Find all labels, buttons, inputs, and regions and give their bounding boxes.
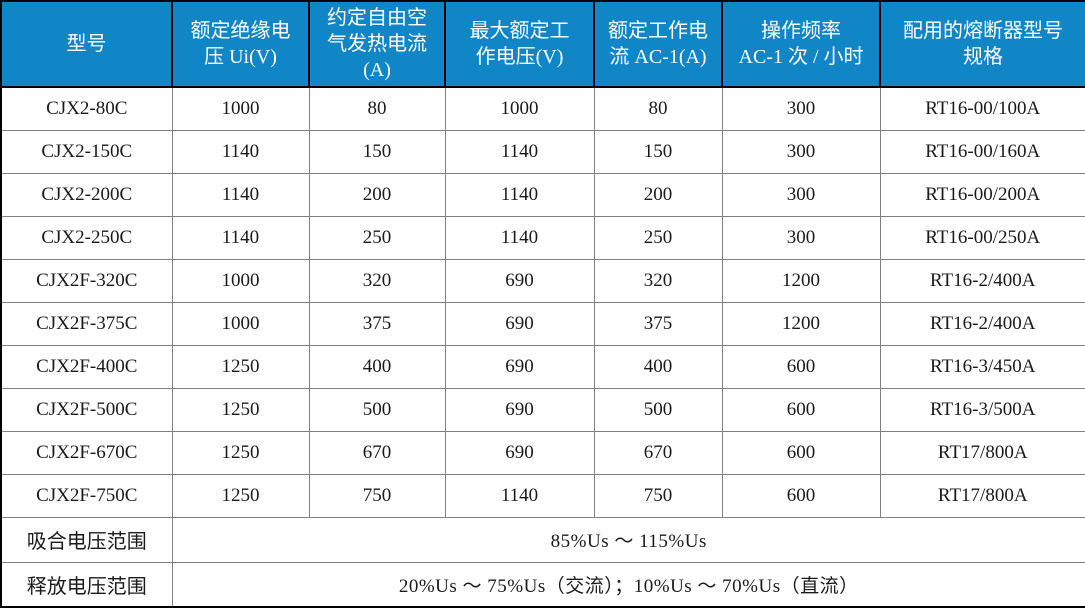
cell-model: CJX2F-500C	[0, 387, 173, 432]
table-row: CJX2-80C 1000 80 1000 80 300 RT16-00/100…	[0, 86, 1085, 131]
cell-insulation-voltage: 1000	[171, 258, 310, 303]
cell-insulation-voltage: 1250	[171, 387, 310, 432]
table-row: CJX2F-670C 1250 670 690 670 600 RT17/800…	[0, 430, 1085, 475]
table-row-pickup-voltage: 吸合电压范围 85%Us ～ 115%Us	[0, 516, 1085, 563]
col-header-model: 型号	[0, 0, 173, 88]
cell-fuse-model: RT17/800A	[879, 430, 1085, 475]
table-row: CJX2F-750C 1250 750 1140 750 600 RT17/80…	[0, 473, 1085, 518]
cell-operating-frequency: 600	[721, 430, 881, 475]
cell-model: CJX2-200C	[0, 172, 173, 217]
cell-rated-current-ac1: 80	[593, 86, 723, 131]
cell-thermal-current: 400	[308, 344, 446, 389]
cell-max-working-voltage: 1140	[444, 172, 595, 217]
cell-rated-current-ac1: 320	[593, 258, 723, 303]
cell-fuse-model: RT16-2/400A	[879, 258, 1085, 303]
cell-operating-frequency: 600	[721, 387, 881, 432]
table-row: CJX2-150C 1140 150 1140 150 300 RT16-00/…	[0, 129, 1085, 174]
cell-fuse-model: RT17/800A	[879, 473, 1085, 518]
cell-operating-frequency: 300	[721, 129, 881, 174]
pickup-voltage-range-label: 吸合电压范围	[0, 516, 173, 563]
cell-max-working-voltage: 690	[444, 301, 595, 346]
cell-fuse-model: RT16-00/250A	[879, 215, 1085, 260]
cell-model: CJX2-150C	[0, 129, 173, 174]
cell-insulation-voltage: 1140	[171, 129, 310, 174]
cell-model: CJX2-80C	[0, 86, 173, 131]
cell-operating-frequency: 1200	[721, 258, 881, 303]
cell-model: CJX2F-375C	[0, 301, 173, 346]
cell-max-working-voltage: 690	[444, 430, 595, 475]
cell-max-working-voltage: 1140	[444, 215, 595, 260]
cell-insulation-voltage: 1000	[171, 301, 310, 346]
cell-thermal-current: 375	[308, 301, 446, 346]
cell-insulation-voltage: 1250	[171, 430, 310, 475]
col-header-rated-current-ac1: 额定工作电 流 AC-1(A)	[593, 0, 723, 88]
cell-max-working-voltage: 690	[444, 344, 595, 389]
col-header-fuse-model: 配用的熔断器型号 规格	[879, 0, 1085, 88]
cell-operating-frequency: 600	[721, 473, 881, 518]
col-header-thermal-current: 约定自由空 气发热电流 (A)	[308, 0, 446, 88]
cell-model: CJX2F-320C	[0, 258, 173, 303]
cell-operating-frequency: 1200	[721, 301, 881, 346]
header-row: 型号 额定绝缘电 压 Ui(V) 约定自由空 气发热电流 (A) 最大额定工 作…	[0, 0, 1085, 88]
pickup-voltage-range-value: 85%Us ～ 115%Us	[171, 516, 1085, 563]
col-header-max-working-voltage: 最大额定工 作电压(V)	[444, 0, 595, 88]
cell-max-working-voltage: 1140	[444, 129, 595, 174]
cell-thermal-current: 200	[308, 172, 446, 217]
cell-rated-current-ac1: 375	[593, 301, 723, 346]
cell-model: CJX2-250C	[0, 215, 173, 260]
cell-fuse-model: RT16-00/100A	[879, 86, 1085, 131]
cell-operating-frequency: 300	[721, 86, 881, 131]
table-row: CJX2F-400C 1250 400 690 400 600 RT16-3/4…	[0, 344, 1085, 389]
cell-rated-current-ac1: 500	[593, 387, 723, 432]
cell-rated-current-ac1: 670	[593, 430, 723, 475]
cell-model: CJX2F-400C	[0, 344, 173, 389]
cell-max-working-voltage: 690	[444, 258, 595, 303]
cell-thermal-current: 670	[308, 430, 446, 475]
cell-fuse-model: RT16-00/160A	[879, 129, 1085, 174]
cell-model: CJX2F-750C	[0, 473, 173, 518]
cell-insulation-voltage: 1250	[171, 344, 310, 389]
cell-max-working-voltage: 1000	[444, 86, 595, 131]
cell-insulation-voltage: 1140	[171, 215, 310, 260]
cell-operating-frequency: 300	[721, 172, 881, 217]
cell-thermal-current: 250	[308, 215, 446, 260]
cell-thermal-current: 750	[308, 473, 446, 518]
cell-rated-current-ac1: 200	[593, 172, 723, 217]
cell-max-working-voltage: 690	[444, 387, 595, 432]
cell-fuse-model: RT16-00/200A	[879, 172, 1085, 217]
cell-insulation-voltage: 1000	[171, 86, 310, 131]
table-row: CJX2F-500C 1250 500 690 500 600 RT16-3/5…	[0, 387, 1085, 432]
cell-model: CJX2F-670C	[0, 430, 173, 475]
table-row: CJX2F-320C 1000 320 690 320 1200 RT16-2/…	[0, 258, 1085, 303]
cell-rated-current-ac1: 250	[593, 215, 723, 260]
table-row: CJX2-200C 1140 200 1140 200 300 RT16-00/…	[0, 172, 1085, 217]
table-row-release-voltage: 释放电压范围 20%Us ～ 75%Us（交流）；10%Us ～ 70%Us（直…	[0, 561, 1085, 608]
cell-rated-current-ac1: 750	[593, 473, 723, 518]
cell-fuse-model: RT16-2/400A	[879, 301, 1085, 346]
table-row: CJX2F-375C 1000 375 690 375 1200 RT16-2/…	[0, 301, 1085, 346]
release-voltage-range-value: 20%Us ～ 75%Us（交流）；10%Us ～ 70%Us（直流）	[171, 561, 1085, 608]
table-body: CJX2-80C 1000 80 1000 80 300 RT16-00/100…	[0, 86, 1085, 608]
cell-operating-frequency: 600	[721, 344, 881, 389]
cell-thermal-current: 320	[308, 258, 446, 303]
cell-thermal-current: 500	[308, 387, 446, 432]
cell-fuse-model: RT16-3/450A	[879, 344, 1085, 389]
cell-rated-current-ac1: 400	[593, 344, 723, 389]
cell-max-working-voltage: 1140	[444, 473, 595, 518]
release-voltage-range-label: 释放电压范围	[0, 561, 173, 608]
col-header-insulation-voltage: 额定绝缘电 压 Ui(V)	[171, 0, 310, 88]
cell-thermal-current: 80	[308, 86, 446, 131]
cell-rated-current-ac1: 150	[593, 129, 723, 174]
table-header: 型号 额定绝缘电 压 Ui(V) 约定自由空 气发热电流 (A) 最大额定工 作…	[0, 0, 1085, 88]
cell-insulation-voltage: 1140	[171, 172, 310, 217]
cell-thermal-current: 150	[308, 129, 446, 174]
table-row: CJX2-250C 1140 250 1140 250 300 RT16-00/…	[0, 215, 1085, 260]
col-header-operating-frequency: 操作频率 AC-1 次 / 小时	[721, 0, 881, 88]
cell-insulation-voltage: 1250	[171, 473, 310, 518]
cell-operating-frequency: 300	[721, 215, 881, 260]
cell-fuse-model: RT16-3/500A	[879, 387, 1085, 432]
